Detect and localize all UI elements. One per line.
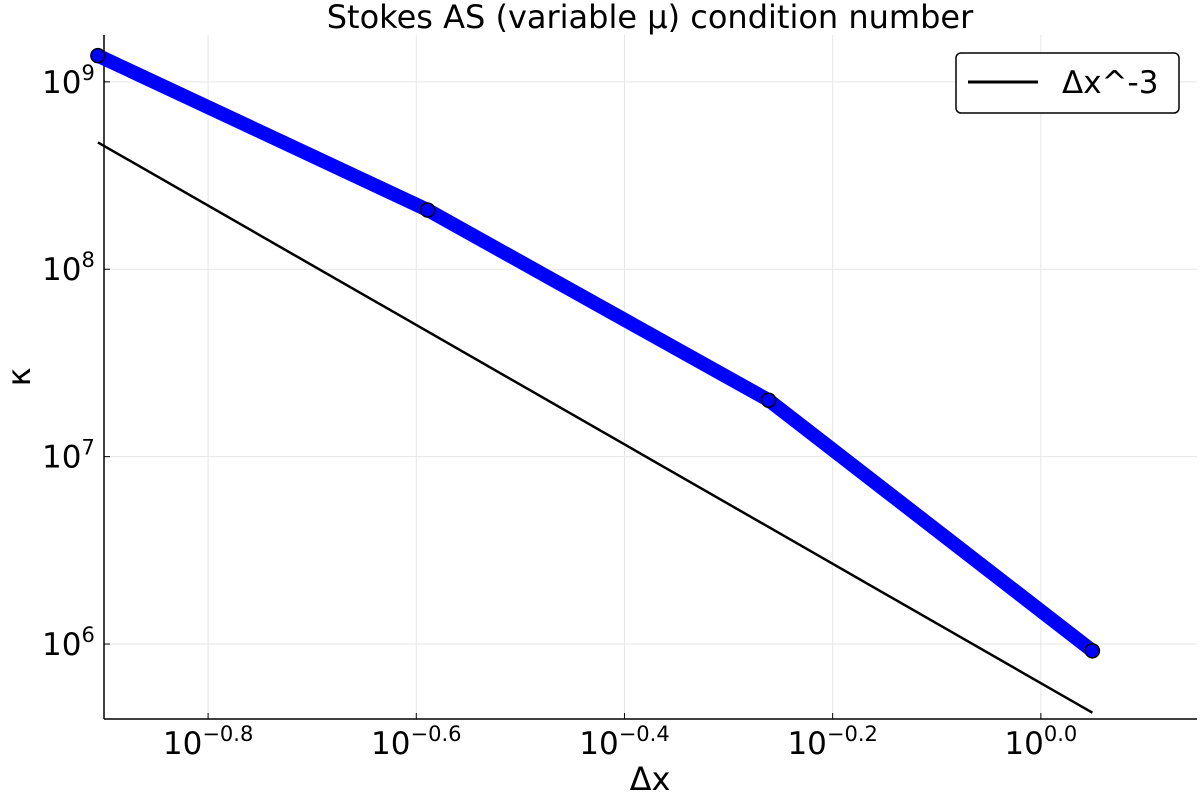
series-point-kappa <box>419 202 436 218</box>
chart-title: Stokes AS (variable μ) condition number <box>327 0 974 36</box>
y-tick-label: 106 <box>42 623 95 663</box>
legend-box <box>955 52 1180 114</box>
y-tick-label: 108 <box>42 248 95 288</box>
series-point-kappa <box>760 392 777 408</box>
x-axis-label: Δx <box>630 760 671 798</box>
y-ticks: 106 107 108 109 <box>42 61 110 663</box>
series-point-kappa <box>90 47 106 64</box>
x-tick-label: 10−0.6 <box>371 722 461 762</box>
x-tick-label: 10−0.4 <box>579 722 669 762</box>
series-point-kappa <box>1084 643 1101 659</box>
y-tick-label: 107 <box>42 436 95 476</box>
x-tick-label: 10−0.8 <box>163 722 253 762</box>
y-axis-label: κ <box>0 367 38 386</box>
series-line-kappa <box>94 49 1097 657</box>
x-ticks: 10−0.8 10−0.6 10−0.4 10−0.2 100.0 <box>163 713 1077 762</box>
series-layer <box>90 47 1101 714</box>
legend-entry-label: Δx^-3 <box>1062 65 1158 101</box>
x-tick-label: 10−0.2 <box>787 722 877 762</box>
series-line-reference <box>97 141 1094 714</box>
legend: Δx^-3 <box>955 52 1180 114</box>
y-tick-label: 109 <box>42 61 95 101</box>
x-tick-label: 100.0 <box>1004 722 1077 762</box>
